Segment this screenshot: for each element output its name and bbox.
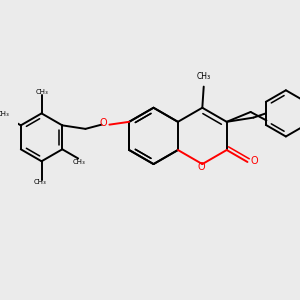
Text: CH₃: CH₃ — [0, 111, 9, 117]
Text: CH₃: CH₃ — [33, 179, 46, 185]
Text: O: O — [197, 162, 205, 172]
Text: O: O — [251, 156, 258, 166]
Text: CH₃: CH₃ — [72, 159, 85, 165]
Text: O: O — [100, 118, 108, 128]
Text: CH₃: CH₃ — [197, 72, 211, 81]
Text: CH₃: CH₃ — [35, 89, 48, 95]
